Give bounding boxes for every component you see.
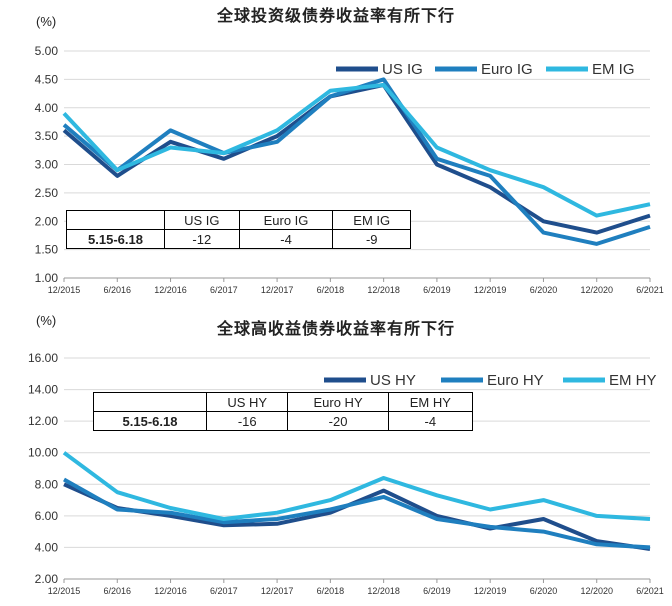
table-value-us-ig: -12 bbox=[164, 229, 240, 249]
y-tick-label: 8.00 bbox=[35, 477, 59, 491]
hy-chart: 全球高收益债券收益率有所下行 (%) 2.00 4.00 6.00 8.00 10.00… bbox=[0, 305, 672, 606]
table-header-euro-hy: Euro HY bbox=[287, 392, 389, 412]
legend-label: EM IG bbox=[592, 61, 635, 78]
x-tick-label: 6/2018 bbox=[317, 285, 345, 295]
series-line-2 bbox=[62, 83, 651, 218]
hy-change-table: US HY Euro HY EM HY 5.15-6.18 -16 -20 -4 bbox=[93, 392, 474, 431]
x-tick-label: 6/2019 bbox=[423, 586, 451, 596]
legend-label: US IG bbox=[382, 61, 423, 78]
y-tick-label: 2.00 bbox=[35, 572, 59, 586]
ig-change-table: US IG Euro IG EM IG 5.15-6.18 -12 -4 -9 bbox=[66, 210, 411, 249]
table-header-blank bbox=[93, 392, 207, 412]
y-tick-label: 3.00 bbox=[35, 158, 59, 172]
x-tick-label: 12/2016 bbox=[154, 586, 187, 596]
y-tick-label: 3.50 bbox=[35, 129, 59, 143]
y-tick-label: 12.00 bbox=[28, 414, 58, 428]
table-value-em-hy: -4 bbox=[387, 411, 474, 431]
chart-title: 全球投资级债券收益率有所下行 bbox=[216, 8, 455, 25]
y-unit: (%) bbox=[36, 313, 57, 328]
y-tick-label: 6.00 bbox=[35, 509, 59, 523]
table-header-euro-ig: Euro IG bbox=[238, 210, 334, 230]
y-tick-label: 2.50 bbox=[35, 186, 59, 200]
series-line-1 bbox=[63, 477, 651, 550]
x-tick-label: 12/2018 bbox=[367, 586, 400, 596]
table-value-us-hy: -16 bbox=[205, 411, 289, 431]
legend-label: Euro IG bbox=[481, 61, 533, 78]
table-value-euro-ig: -4 bbox=[238, 229, 334, 249]
y-tick-label: 16.00 bbox=[28, 351, 58, 365]
table-header-em-ig: EM IG bbox=[332, 210, 411, 230]
x-tick-label: 6/2020 bbox=[530, 586, 558, 596]
x-tick-label: 12/2019 bbox=[474, 285, 507, 295]
y-unit: (%) bbox=[36, 14, 57, 29]
x-tick-label: 6/2021 bbox=[636, 285, 664, 295]
legend-label: EM HY bbox=[609, 372, 657, 389]
x-tick-label: 12/2016 bbox=[154, 285, 187, 295]
series-line-0 bbox=[62, 83, 651, 235]
table-value-em-ig: -9 bbox=[332, 229, 411, 249]
ig-plot: 1.00 1.50 2.00 2.50 3.00 3.50 4.00 4.50 5.00 12/2… bbox=[35, 44, 664, 295]
y-tick-label: 4.00 bbox=[35, 540, 59, 554]
x-tick-label: 12/2019 bbox=[474, 586, 507, 596]
x-tick-label: 6/2017 bbox=[210, 285, 238, 295]
table-header-us-ig: US IG bbox=[164, 210, 240, 230]
y-tick-label: 4.00 bbox=[35, 101, 59, 115]
x-tick-label: 12/2020 bbox=[580, 586, 613, 596]
y-tick-label: 2.00 bbox=[35, 214, 59, 228]
ig-chart: 全球投资级债券收益率有所下行 (%) 1.00 1.50 2.00 2.50 3.00 3… bbox=[0, 0, 672, 300]
y-tick-label: 1.50 bbox=[35, 243, 59, 257]
y-tick-label: 5.00 bbox=[35, 44, 59, 58]
x-tick-label: 6/2017 bbox=[210, 586, 238, 596]
y-tick-label: 1.00 bbox=[35, 271, 59, 285]
x-tick-label: 6/2016 bbox=[104, 285, 132, 295]
legend-label: US HY bbox=[370, 372, 416, 389]
table-header-em-hy: EM HY bbox=[387, 392, 474, 412]
x-tick-label: 12/2018 bbox=[367, 285, 400, 295]
x-tick-label: 6/2018 bbox=[317, 586, 345, 596]
x-tick-label: 12/2015 bbox=[48, 285, 81, 295]
y-tick-label: 10.00 bbox=[28, 446, 58, 460]
chart-title: 全球高收益债券收益率有所下行 bbox=[216, 321, 455, 338]
x-tick-label: 6/2016 bbox=[104, 586, 132, 596]
series-line-0 bbox=[63, 482, 651, 551]
legend-label: Euro HY bbox=[487, 372, 544, 389]
x-tick-label: 12/2017 bbox=[261, 285, 294, 295]
x-tick-label: 6/2019 bbox=[423, 285, 451, 295]
table-value-euro-hy: -20 bbox=[287, 411, 389, 431]
table-header-us-hy: US HY bbox=[205, 392, 289, 412]
x-tick-label: 6/2021 bbox=[636, 586, 664, 596]
y-tick-label: 4.50 bbox=[35, 72, 59, 86]
series-line-2 bbox=[62, 451, 651, 521]
table-period: 5.15-6.18 bbox=[93, 411, 207, 431]
y-tick-label: 14.00 bbox=[28, 383, 58, 397]
x-tick-label: 12/2017 bbox=[261, 586, 294, 596]
table-period: 5.15-6.18 bbox=[66, 229, 165, 249]
x-tick-label: 6/2020 bbox=[530, 285, 558, 295]
x-tick-label: 12/2015 bbox=[48, 586, 81, 596]
hy-plot: 2.00 4.00 6.00 8.00 10.00 12.00 14.00 16.00 12/2… bbox=[28, 351, 664, 596]
table-header-blank bbox=[66, 210, 165, 230]
x-tick-label: 12/2020 bbox=[580, 285, 613, 295]
